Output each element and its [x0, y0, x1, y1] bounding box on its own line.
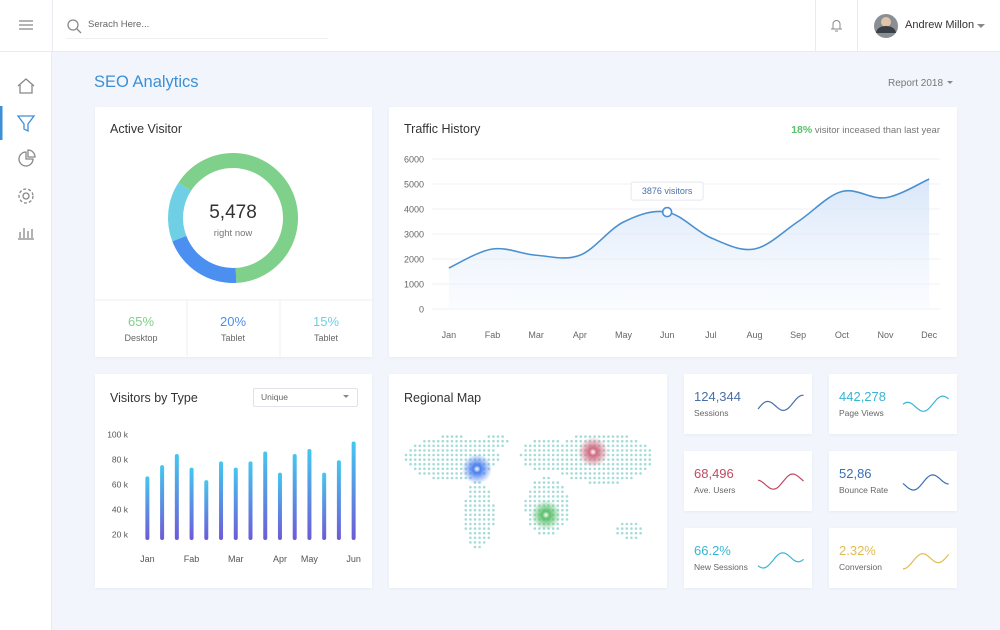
stat-card: 68,496 Ave. Users: [684, 451, 812, 511]
card-title: Visitors by Type: [110, 391, 198, 405]
card-title: Active Visitor: [110, 122, 183, 136]
stat-card: 52,86 Bounce Rate: [829, 451, 957, 511]
stat-card: 66.2% New Sessions: [684, 528, 812, 588]
dropdown-label: Unique: [261, 392, 288, 402]
stat-value: 68,496: [694, 466, 734, 481]
stat-label: Page Views: [839, 408, 884, 418]
stat-label: New Sessions: [694, 562, 748, 572]
stat-card: 442,278 Page Views: [829, 374, 957, 434]
card-title: Regional Map: [404, 391, 482, 405]
dropdown[interactable]: Unique: [253, 388, 358, 407]
user-name[interactable]: Andrew Millon: [905, 19, 975, 31]
stat-label: Conversion: [839, 562, 882, 572]
stat-value: 2.32%: [839, 543, 876, 558]
divider: [857, 0, 858, 51]
stat-card: 2.32% Conversion: [829, 528, 957, 588]
top-bar: [0, 0, 1000, 52]
stat-value: 442,278: [839, 389, 886, 404]
sidebar: [0, 52, 52, 630]
stat-label: Sessions: [694, 408, 729, 418]
stat-value: 124,344: [694, 389, 741, 404]
stat-value: 66.2%: [694, 543, 731, 558]
page-title: SEO Analytics: [94, 73, 199, 91]
stat-card: 124,344 Sessions: [684, 374, 812, 434]
card: [95, 107, 372, 357]
caret: [947, 81, 953, 84]
card: [389, 374, 667, 588]
stat-label: Ave. Users: [694, 485, 736, 495]
growth-value: 18%: [791, 124, 813, 136]
card-title: Traffic History: [404, 122, 481, 136]
growth-note: 18% visitor inceased than last year: [791, 124, 940, 136]
stat-label: Bounce Rate: [839, 485, 889, 495]
report-select[interactable]: Report 2018: [888, 78, 944, 89]
stat-value: 52,86: [839, 466, 872, 481]
growth-text: visitor inceased than last year: [814, 125, 940, 136]
search-input[interactable]: Serach Here...: [88, 19, 150, 30]
card: [389, 107, 957, 357]
divider: [52, 0, 53, 51]
divider: [815, 0, 816, 51]
search-underline: [66, 38, 328, 39]
